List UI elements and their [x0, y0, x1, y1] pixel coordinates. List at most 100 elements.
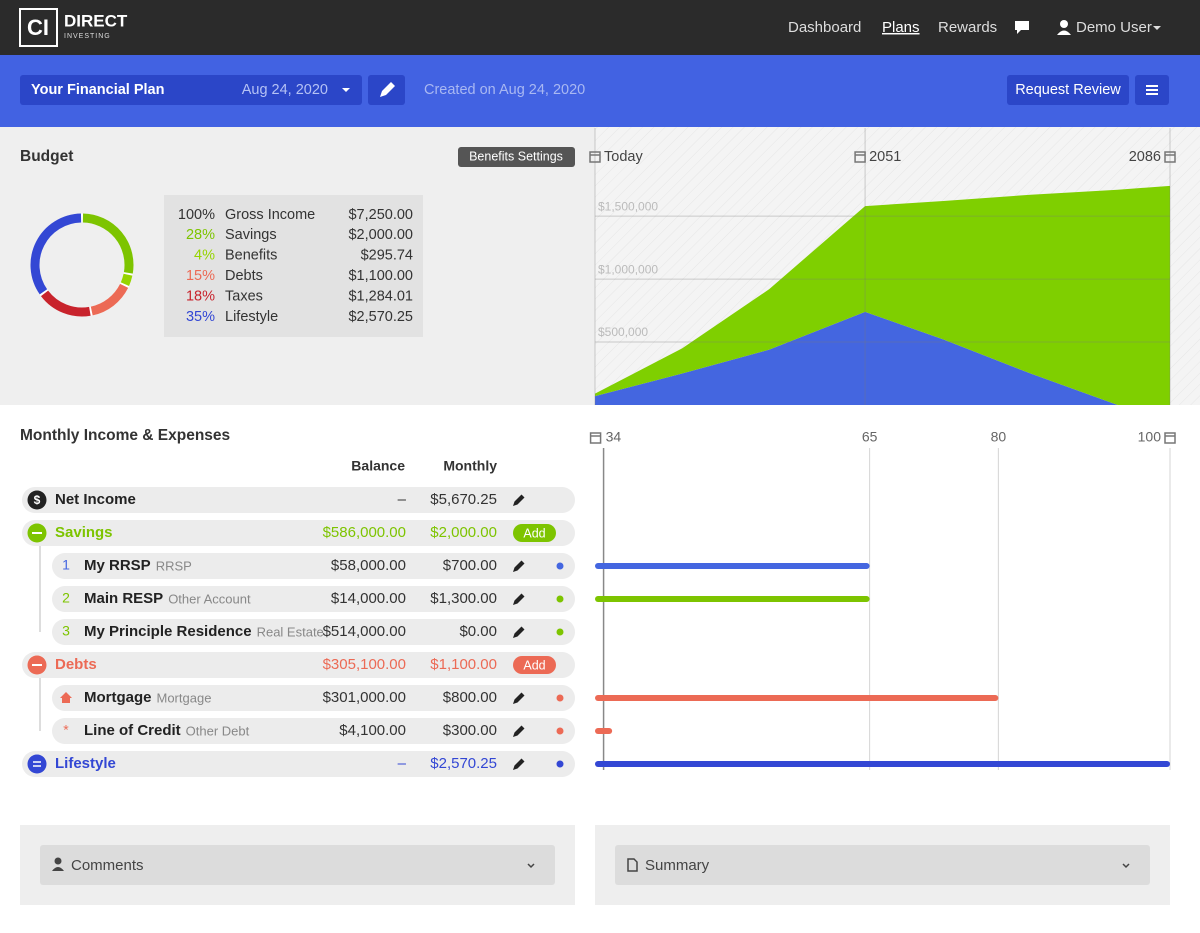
budget-amount: $2,000.00	[348, 227, 413, 243]
monthly: $300.00	[443, 722, 497, 739]
x-tick-label: 100	[1138, 429, 1162, 445]
button-label: Add	[523, 526, 545, 540]
user-icon	[1060, 20, 1068, 28]
y-tick-label: $500,000	[598, 325, 648, 339]
budget-amount: $1,100.00	[348, 268, 413, 284]
budget-percent: 18%	[186, 288, 215, 304]
budget-percent: 35%	[186, 309, 215, 325]
item-type: Other Debt	[186, 723, 250, 738]
panel-title: Comments	[71, 857, 144, 874]
item-type: Mortgage	[157, 690, 212, 705]
budget-name: Taxes	[225, 288, 263, 304]
budget-name: Gross Income	[225, 207, 315, 223]
budget-amount: $295.74	[361, 248, 413, 264]
timeline-bar	[595, 695, 998, 701]
y-tick-label: $1,500,000	[598, 199, 658, 213]
nav-link[interactable]: Dashboard	[788, 19, 861, 36]
donut-segment	[125, 275, 128, 284]
budget-percent: 28%	[186, 227, 215, 243]
user-name[interactable]: Demo User	[1076, 19, 1152, 36]
status-dot	[557, 596, 564, 603]
monthly: $2,570.25	[430, 755, 497, 772]
balance: $305,100.00	[323, 656, 406, 673]
logo-mark: CI	[27, 15, 49, 40]
balance: –	[398, 755, 407, 772]
timeline-bar	[595, 596, 870, 602]
balance: –	[398, 491, 407, 508]
x-tick-label: 2051	[869, 149, 901, 165]
item-name: My RRSP	[84, 557, 151, 574]
budget-amount: $1,284.01	[348, 288, 413, 304]
nav-link[interactable]: Plans	[882, 19, 920, 36]
logo-sub: INVESTING	[64, 33, 111, 40]
status-dot	[557, 728, 564, 735]
row-icon-label: $	[34, 493, 41, 507]
monthly: $2,000.00	[430, 524, 497, 541]
button-label: Benefits Settings	[469, 149, 563, 163]
section-title: Budget	[20, 148, 73, 165]
status-dot	[557, 629, 564, 636]
item-type: RRSP	[156, 558, 192, 573]
monthly: $0.00	[459, 623, 497, 640]
item-name: Line of Credit	[84, 722, 181, 739]
y-tick-label: $1,000,000	[598, 262, 658, 276]
budget-percent: 15%	[186, 268, 215, 284]
item-index: 1	[62, 557, 70, 573]
plan-date: Aug 24, 2020	[242, 82, 328, 98]
budget-name: Lifestyle	[225, 309, 278, 325]
monthly: $1,100.00	[430, 656, 497, 673]
column-header: Monthly	[443, 458, 497, 474]
timeline-bar	[595, 563, 870, 569]
group-name: Lifestyle	[55, 755, 116, 772]
section-title: Monthly Income & Expenses	[20, 427, 230, 444]
budget-name: Benefits	[225, 248, 277, 264]
plan-name: Your Financial Plan	[31, 82, 164, 98]
item-type: Other Account	[168, 591, 251, 606]
budget-name: Savings	[225, 227, 277, 243]
status-dot	[557, 761, 564, 768]
button-label: Add	[523, 658, 545, 672]
balance: $514,000.00	[323, 623, 406, 640]
balance: $586,000.00	[323, 524, 406, 541]
item-index: *	[63, 722, 69, 738]
budget-percent: 100%	[178, 207, 215, 223]
row-name: Net Income	[55, 491, 136, 508]
nav-link[interactable]: Rewards	[938, 19, 997, 36]
monthly: $1,300.00	[430, 590, 497, 607]
x-tick-label: 65	[862, 429, 878, 445]
button-label: Request Review	[1015, 82, 1121, 98]
column-header: Balance	[351, 458, 405, 474]
item-index: 2	[62, 590, 70, 606]
created-date: Created on Aug 24, 2020	[424, 82, 585, 98]
group-name: Debts	[55, 656, 97, 673]
item-name: Mortgage	[84, 689, 152, 706]
budget-amount: $7,250.00	[348, 207, 413, 223]
panel-title: Summary	[645, 857, 710, 874]
monthly: $5,670.25	[430, 491, 497, 508]
group-name: Savings	[55, 524, 113, 541]
status-dot	[557, 563, 564, 570]
budget-percent: 4%	[194, 248, 215, 264]
balance: $58,000.00	[331, 557, 406, 574]
x-tick-label: 2086	[1129, 149, 1161, 165]
group-icon[interactable]	[28, 755, 47, 774]
calendar-icon	[591, 433, 601, 443]
budget-name: Debts	[225, 268, 263, 284]
item-name: My Principle Residence	[84, 623, 252, 640]
x-tick-label: Today	[604, 149, 643, 165]
timeline-bar	[595, 728, 612, 734]
balance: $14,000.00	[331, 590, 406, 607]
budget-amount: $2,570.25	[348, 309, 413, 325]
timeline-bar	[595, 761, 1170, 767]
logo-text: DIRECT	[64, 11, 128, 30]
item-type: Real Estate	[257, 624, 324, 639]
x-tick-label: 34	[606, 429, 622, 445]
item-index: 3	[62, 623, 70, 639]
user-icon	[55, 858, 62, 865]
calendar-icon	[1165, 433, 1175, 443]
x-tick-label: 80	[991, 429, 1007, 445]
balance: $4,100.00	[339, 722, 406, 739]
item-name: Main RESP	[84, 590, 163, 607]
monthly: $800.00	[443, 689, 497, 706]
